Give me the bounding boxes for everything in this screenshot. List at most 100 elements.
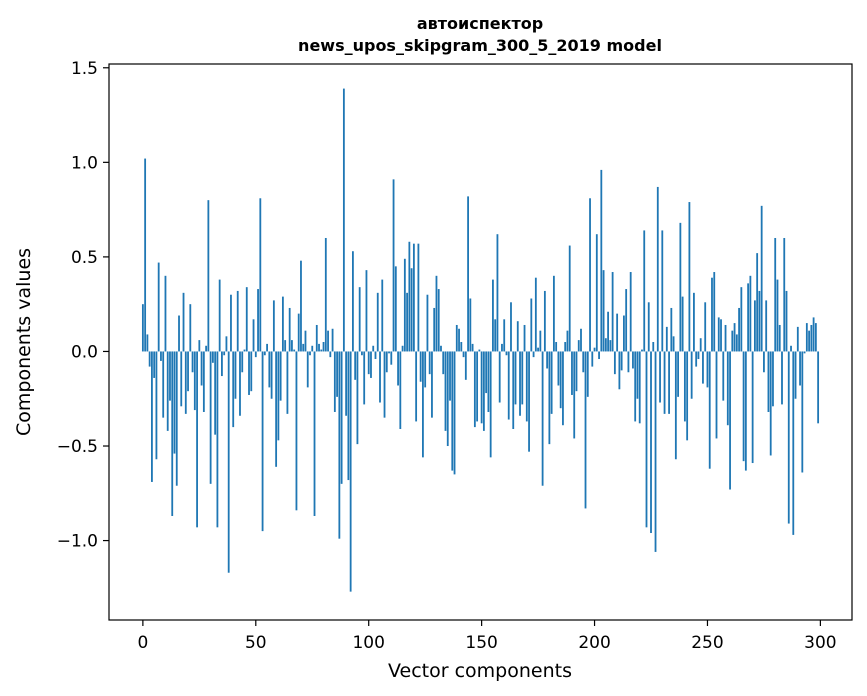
bar <box>304 330 307 352</box>
bar <box>417 243 420 352</box>
bar <box>202 351 205 412</box>
bar <box>333 351 336 412</box>
bar <box>223 351 226 356</box>
bar <box>171 351 174 516</box>
bar <box>440 345 442 352</box>
bar <box>239 351 241 416</box>
bar <box>252 319 255 352</box>
bar <box>688 202 691 352</box>
bar <box>340 351 343 484</box>
bar <box>751 351 754 464</box>
bar <box>408 241 411 352</box>
bar <box>613 351 616 375</box>
bar <box>302 343 305 352</box>
bar <box>261 351 264 532</box>
bar <box>663 351 666 414</box>
bar <box>376 292 379 352</box>
bar <box>559 351 562 409</box>
bar <box>311 345 314 352</box>
bar <box>243 349 246 352</box>
bar <box>354 351 357 380</box>
bar <box>550 351 553 414</box>
bar <box>817 351 820 424</box>
bar <box>595 234 598 352</box>
bar <box>699 338 702 352</box>
bar <box>686 351 689 441</box>
bar <box>175 351 178 486</box>
bar <box>410 268 413 352</box>
bar <box>182 292 185 352</box>
bar <box>288 307 291 352</box>
bar <box>166 351 169 431</box>
bar <box>726 351 729 426</box>
bar <box>568 245 571 352</box>
bar <box>352 251 354 352</box>
bar <box>178 315 180 352</box>
bar <box>392 179 395 352</box>
bar <box>801 351 804 473</box>
bar <box>763 351 765 373</box>
bar <box>291 340 293 352</box>
bar <box>476 351 479 422</box>
bar <box>539 330 542 352</box>
bar <box>532 351 535 358</box>
bar <box>695 351 698 367</box>
bar <box>489 351 492 458</box>
bar <box>279 351 282 401</box>
bar <box>713 272 716 352</box>
bar <box>620 351 623 371</box>
y-tick-label: −0.5 <box>57 437 98 457</box>
y-tick-label: −1.0 <box>57 532 98 552</box>
bar <box>693 292 695 352</box>
bar <box>611 272 614 352</box>
bar <box>187 351 189 392</box>
bar <box>670 307 673 352</box>
bar <box>295 351 298 511</box>
bar <box>516 321 519 352</box>
bar <box>315 324 318 352</box>
bar <box>501 343 503 352</box>
bar <box>589 198 591 352</box>
bar <box>180 351 183 407</box>
bar <box>555 342 558 352</box>
bar <box>370 351 372 378</box>
bar <box>706 351 709 388</box>
bar <box>659 351 661 403</box>
bar <box>647 302 650 352</box>
bar <box>327 330 329 352</box>
bar <box>236 290 239 352</box>
bar <box>546 351 549 369</box>
bar <box>144 158 147 352</box>
bar <box>234 351 237 399</box>
bar <box>733 323 736 352</box>
bar <box>487 351 490 412</box>
bar <box>548 351 551 445</box>
bar <box>787 351 790 524</box>
bar <box>403 258 406 352</box>
bar <box>738 307 740 352</box>
bar <box>232 351 235 428</box>
bar <box>254 351 257 358</box>
bar <box>200 351 203 386</box>
chart-subtitle: news_upos_skipgram_300_5_2019 model <box>298 36 662 55</box>
bar <box>731 330 734 352</box>
bar <box>702 351 704 384</box>
bar <box>329 351 332 358</box>
bar <box>331 328 334 352</box>
bar <box>363 351 366 405</box>
bar <box>286 351 289 414</box>
bar <box>805 323 808 352</box>
bar <box>494 319 497 352</box>
bar <box>148 351 151 367</box>
x-axis-ticks: 0 50 100 150 200 250 300 <box>137 620 837 653</box>
bar <box>453 351 456 475</box>
bar <box>458 328 460 352</box>
bar <box>471 343 474 352</box>
bar <box>356 351 359 445</box>
bar <box>735 334 738 352</box>
bar <box>668 351 670 414</box>
bar <box>248 351 250 395</box>
bar <box>720 319 722 352</box>
bar <box>729 351 731 490</box>
